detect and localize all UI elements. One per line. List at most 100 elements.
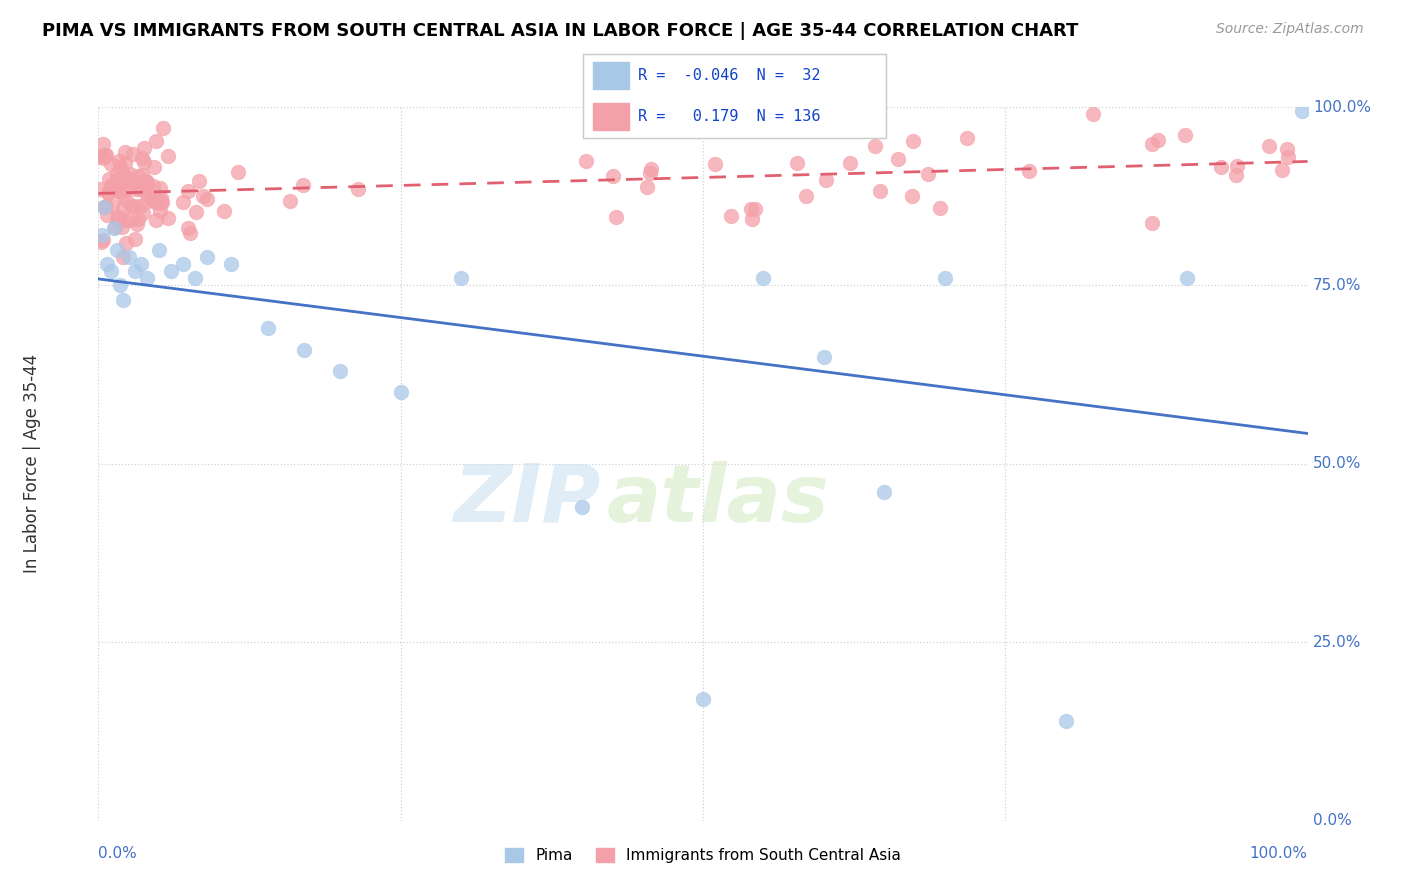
Point <box>450 271 472 285</box>
Point <box>97 186 120 201</box>
Point <box>134 140 156 154</box>
Point <box>112 250 135 264</box>
Point <box>103 221 125 235</box>
Point <box>100 264 122 278</box>
Point <box>869 185 891 199</box>
Point <box>122 199 145 213</box>
Point <box>740 202 762 217</box>
Text: ZIP: ZIP <box>453 460 600 539</box>
Point <box>887 152 910 166</box>
Point <box>111 168 134 182</box>
Point <box>124 181 146 195</box>
Point <box>114 171 136 186</box>
Point <box>89 182 111 196</box>
Point <box>636 179 658 194</box>
Point <box>1226 159 1249 173</box>
Point <box>142 178 165 193</box>
Point <box>184 271 207 285</box>
Point <box>638 166 661 180</box>
Point <box>149 181 172 195</box>
Point <box>212 204 235 219</box>
Point <box>863 139 886 153</box>
Text: PIMA VS IMMIGRANTS FROM SOUTH CENTRAL ASIA IN LABOR FORCE | AGE 35-44 CORRELATIO: PIMA VS IMMIGRANTS FROM SOUTH CENTRAL AS… <box>42 22 1078 40</box>
Point <box>104 219 127 234</box>
Point <box>120 167 142 181</box>
Point <box>347 182 370 196</box>
Point <box>934 271 956 285</box>
Point <box>146 195 169 210</box>
Point <box>90 235 112 249</box>
Text: 50.0%: 50.0% <box>1313 457 1361 471</box>
Point <box>1140 216 1163 230</box>
Point <box>172 257 194 271</box>
Point <box>188 174 211 188</box>
Point <box>120 212 142 227</box>
Point <box>115 169 138 184</box>
Point <box>179 226 201 240</box>
Text: 100.0%: 100.0% <box>1313 100 1371 114</box>
Point <box>118 250 141 264</box>
Point <box>135 271 157 285</box>
Point <box>120 199 142 213</box>
Point <box>108 161 131 175</box>
Point <box>111 293 134 307</box>
Point <box>93 200 115 214</box>
Point <box>96 147 118 161</box>
Point <box>107 154 129 169</box>
Point <box>104 181 127 195</box>
Point <box>129 257 152 271</box>
Point <box>107 176 129 190</box>
Point <box>96 257 118 271</box>
Point <box>90 149 112 163</box>
Point <box>226 165 249 179</box>
Point <box>744 202 766 216</box>
Point <box>105 184 128 198</box>
Point <box>105 211 128 225</box>
Point <box>91 136 114 151</box>
Point <box>93 147 115 161</box>
Point <box>752 271 775 285</box>
Point <box>1054 714 1077 728</box>
Text: 75.0%: 75.0% <box>1313 278 1361 293</box>
Point <box>1175 271 1198 285</box>
Point <box>121 173 143 187</box>
Point <box>149 190 172 204</box>
Point <box>105 167 128 181</box>
Point <box>127 217 149 231</box>
Point <box>111 187 134 202</box>
Point <box>135 185 157 199</box>
Point <box>124 264 146 278</box>
Point <box>1174 128 1197 142</box>
Bar <box>592 62 628 89</box>
Point <box>100 178 122 193</box>
Point <box>786 156 808 170</box>
Point <box>131 151 153 165</box>
Point <box>96 199 118 213</box>
Point <box>131 168 153 182</box>
Point <box>221 257 243 271</box>
Point <box>91 228 114 243</box>
Legend: Pima, Immigrants from South Central Asia: Pima, Immigrants from South Central Asia <box>505 848 901 863</box>
Point <box>838 155 860 169</box>
Point <box>1225 168 1247 182</box>
Point <box>111 219 134 234</box>
Bar <box>592 103 628 130</box>
Point <box>901 134 924 148</box>
Point <box>177 221 200 235</box>
Point <box>97 185 120 199</box>
Point <box>605 210 627 224</box>
Point <box>152 120 174 135</box>
Point <box>104 178 127 192</box>
Point <box>389 385 412 400</box>
Point <box>571 500 593 514</box>
Point <box>292 343 315 357</box>
Point <box>1277 151 1299 165</box>
Point <box>1147 133 1170 147</box>
Point <box>1081 107 1104 121</box>
Point <box>132 154 155 169</box>
Point <box>111 201 134 215</box>
Point <box>112 213 135 227</box>
Point <box>129 182 152 196</box>
Point <box>149 196 172 211</box>
Text: 0.0%: 0.0% <box>98 846 138 861</box>
